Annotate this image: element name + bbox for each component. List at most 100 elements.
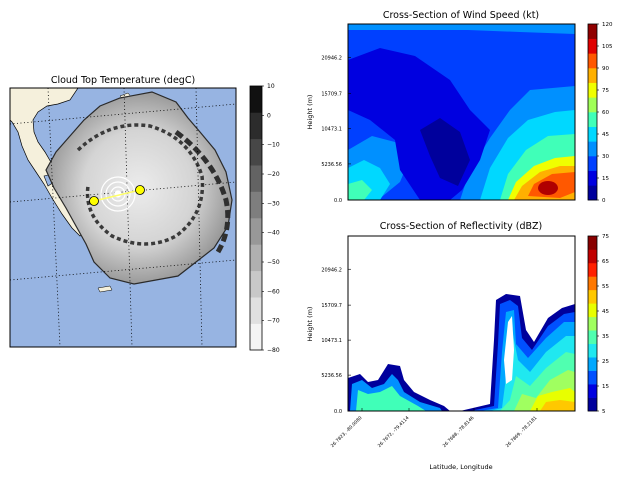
refl-xlabel: Latitude, Longitude — [429, 463, 492, 471]
colorbar-frame — [587, 235, 598, 412]
refl-plot-area — [348, 236, 575, 411]
colorbar-tick-label: −60 — [267, 288, 280, 295]
refl-xticks: 26.7823, -80.0080 26.7672, -79.4114 26.768… — [330, 408, 539, 449]
colorbar-swatch — [588, 384, 597, 398]
wind-title: Cross-Section of Wind Speed (kt) — [383, 10, 539, 21]
map-colorbar: 10 0 −10 −20 −30 −40 −50 −60 −70 −80 — [249, 83, 280, 354]
colorbar-swatch — [588, 357, 597, 371]
y-tick-label: 5236.56 — [321, 373, 342, 379]
colorbar-tick-label: 75 — [602, 234, 609, 240]
colorbar-swatch — [250, 165, 262, 192]
y-tick-label: 20946.2 — [321, 55, 342, 61]
map-cross-section-end-marker — [135, 185, 145, 195]
colorbar-swatch — [250, 138, 262, 166]
colorbar-swatch — [250, 244, 262, 272]
y-tick-label: 0.0 — [334, 198, 342, 204]
wind-colorbar: 120 105 90 75 60 45 30 15 0 — [587, 22, 613, 204]
colorbar-swatch — [588, 126, 597, 142]
colorbar-swatch — [588, 343, 597, 358]
colorbar-swatch — [588, 330, 597, 344]
x-tick-label: 26.7688, -78.8146 — [442, 415, 476, 449]
colorbar-tick-label: −70 — [267, 318, 280, 325]
map-outer-band — [174, 129, 231, 254]
colorbar-swatch — [588, 370, 597, 385]
refl-panel: Cross-Section of Reflectivity (dBZ) Heig… — [306, 221, 609, 471]
colorbar-tick-label: −10 — [267, 142, 280, 149]
colorbar-swatch — [250, 270, 262, 298]
colorbar-tick-label: 0 — [602, 198, 606, 204]
colorbar-swatch — [588, 289, 597, 304]
colorbar-tick-label: 30 — [602, 154, 609, 160]
refl-frame — [347, 235, 576, 412]
y-tick-label: 15709.7 — [321, 92, 342, 98]
colorbar-frame — [249, 85, 263, 351]
wind-frame — [347, 23, 576, 201]
colorbar-tick-label: 15 — [602, 176, 609, 182]
colorbar-tick-label: 55 — [602, 284, 609, 290]
colorbar-swatch — [588, 303, 597, 318]
y-tick-label: 20946.2 — [321, 267, 342, 273]
refl-ylabel: Height (m) — [306, 307, 314, 342]
colorbar-swatch — [588, 236, 597, 250]
colorbar-swatch — [250, 86, 262, 113]
y-tick-label: 5236.56 — [321, 162, 342, 168]
colorbar-swatch — [588, 82, 597, 98]
y-tick-label: 15709.7 — [321, 303, 342, 309]
colorbar-swatch — [250, 191, 262, 219]
refl-yticks: 20946.2 15709.7 10473.1 5236.56 0.0 — [321, 267, 351, 415]
colorbar-swatch — [588, 397, 597, 412]
refl-colorbar: 75 65 55 45 35 25 15 5 — [587, 234, 609, 415]
refl-left-echo-inner — [356, 386, 426, 411]
map-cross-section-start-marker — [89, 196, 99, 206]
colorbar-swatch — [250, 297, 262, 324]
colorbar-tick-label: 45 — [602, 309, 609, 315]
colorbar-swatch — [588, 170, 597, 186]
wind-ylabel: Height (m) — [306, 95, 314, 130]
x-tick-label: 26.7823, -80.0080 — [330, 415, 364, 449]
colorbar-swatch — [588, 38, 597, 54]
colorbar-swatch — [588, 53, 597, 69]
y-tick-label: 10473.1 — [321, 338, 342, 344]
colorbar-tick-label: 0 — [267, 112, 271, 119]
colorbar-tick-label: 75 — [602, 88, 609, 94]
colorbar-swatch — [588, 262, 597, 277]
refl-right-echo-8 — [540, 400, 575, 411]
colorbar-tick-label: 25 — [602, 359, 609, 365]
wind-fill-0 — [420, 118, 470, 186]
wind-plot-area — [348, 24, 575, 200]
x-tick-label: 26.7672, -79.4114 — [377, 415, 411, 449]
map-plot-area — [10, 88, 236, 347]
y-tick-label: 0.0 — [334, 409, 342, 415]
map-title: Cloud Top Temperature (degC) — [51, 75, 195, 86]
colorbar-swatch — [588, 97, 597, 113]
map-panel: Cloud Top Temperature (degC) — [9, 75, 280, 354]
colorbar-tick-label: 5 — [602, 409, 606, 415]
colorbar-tick-label: 60 — [602, 110, 609, 116]
wind-yticks: 20946.2 15709.7 10473.1 5236.56 0.0 — [321, 55, 351, 204]
map-eye-rings — [100, 176, 136, 212]
colorbar-tick-label: 15 — [602, 384, 609, 390]
colorbar-tick-label: −80 — [267, 347, 280, 354]
colorbar-tick-label: 105 — [602, 44, 613, 50]
colorbar-swatch — [588, 156, 597, 171]
colorbar-swatch — [588, 112, 597, 127]
colorbar-swatch — [588, 24, 597, 39]
colorbar-tick-label: −20 — [267, 171, 280, 178]
colorbar-tick-label: 90 — [602, 66, 609, 72]
colorbar-swatch — [250, 112, 262, 140]
colorbar-swatch — [250, 218, 262, 245]
x-tick-label: 26.7869, -78.2181 — [505, 415, 539, 449]
colorbar-tick-label: 120 — [602, 22, 613, 28]
colorbar-swatch — [588, 141, 597, 157]
colorbar-swatch — [588, 316, 597, 331]
colorbar-tick-label: 10 — [267, 83, 275, 90]
colorbar-tick-label: −30 — [267, 200, 280, 207]
colorbar-swatch — [588, 249, 597, 264]
map-dark-bands — [76, 123, 205, 246]
wind-fill-max — [538, 181, 558, 195]
colorbar-tick-label: 35 — [602, 334, 609, 340]
colorbar-tick-label: −50 — [267, 259, 280, 266]
map-cross-section-line — [93, 189, 141, 202]
colorbar-tick-label: 65 — [602, 259, 609, 265]
